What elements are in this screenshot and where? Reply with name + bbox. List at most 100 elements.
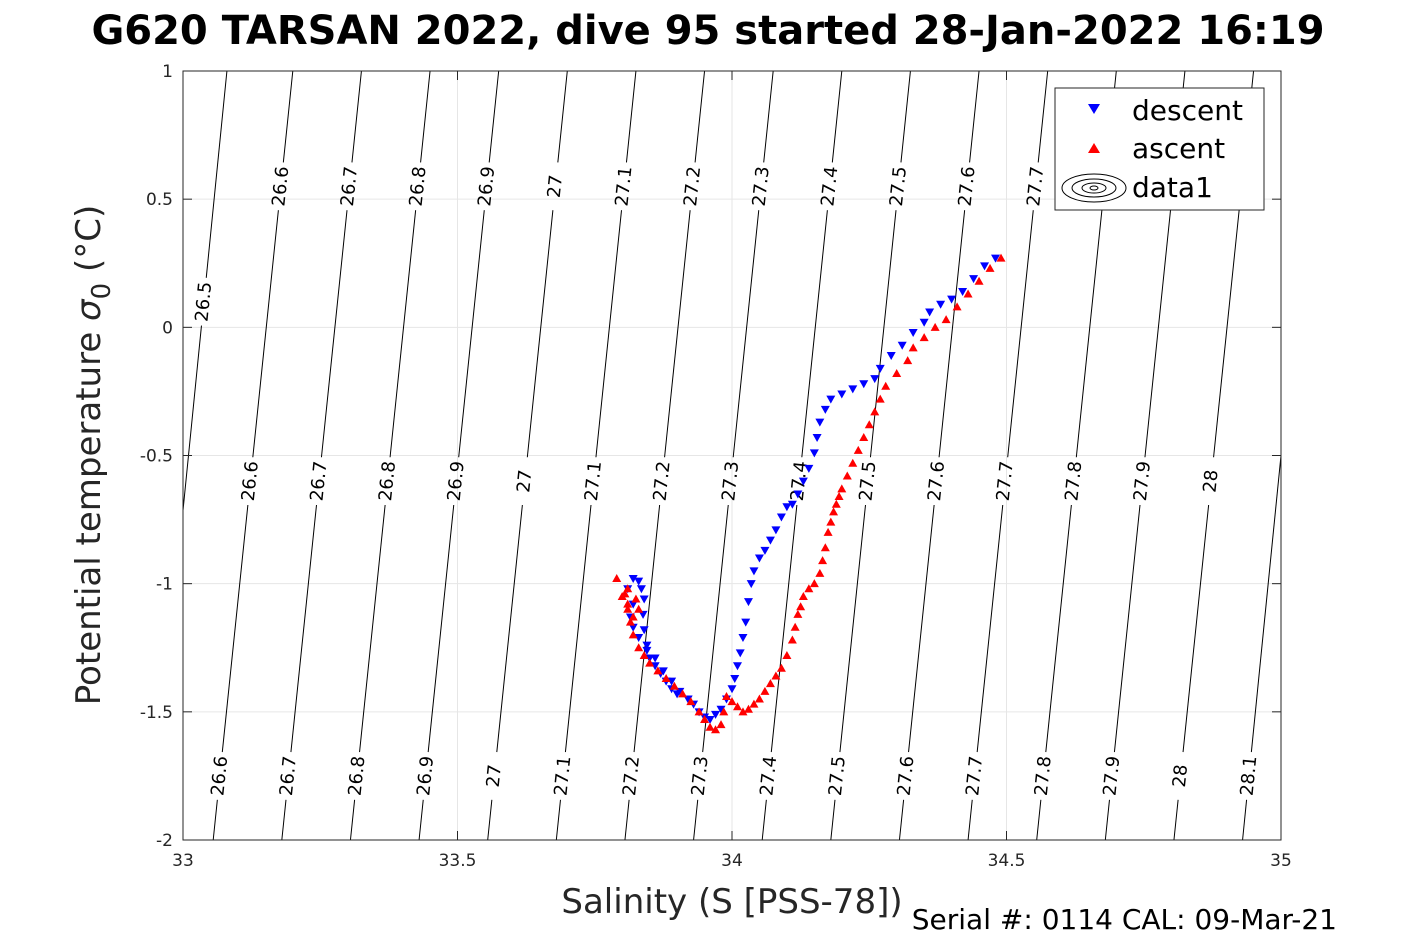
ascent-point bbox=[974, 276, 984, 285]
isopycnal-label: 26.9 bbox=[444, 460, 469, 502]
descent-point bbox=[735, 649, 745, 658]
isopycnal-label: 26.6 bbox=[238, 460, 263, 502]
descent-point bbox=[804, 464, 814, 473]
ascent-point bbox=[829, 507, 839, 516]
isopycnal-line bbox=[487, 799, 493, 841]
descent-point bbox=[628, 623, 638, 632]
ascent-point bbox=[760, 686, 770, 695]
descent-point bbox=[639, 595, 649, 604]
descent-point bbox=[634, 577, 644, 586]
isopycnal-label: 26.7 bbox=[276, 755, 301, 797]
isopycnal-label: 27.1 bbox=[550, 755, 575, 797]
x-axis-label: Salinity (S [PSS-78]) bbox=[561, 882, 902, 922]
ascent-point bbox=[963, 289, 973, 298]
ascent-point bbox=[639, 650, 649, 659]
descent-point bbox=[705, 716, 715, 725]
isopycnal-label: 26.8 bbox=[406, 165, 431, 207]
isopycnal-label: 27.8 bbox=[1031, 755, 1056, 797]
isopycnal-label: 27.5 bbox=[825, 755, 850, 797]
descent-point bbox=[741, 618, 751, 627]
ascent-point bbox=[705, 722, 715, 731]
ascent-point bbox=[765, 679, 775, 688]
ascent-point bbox=[818, 556, 828, 565]
isopycnal-line bbox=[694, 70, 706, 163]
ascent-point bbox=[996, 253, 1006, 262]
ascent-point bbox=[661, 674, 671, 683]
descent-point bbox=[886, 352, 896, 361]
isopycnal-line bbox=[488, 70, 500, 163]
ascent-point bbox=[634, 643, 644, 652]
isopycnal-line bbox=[763, 70, 774, 163]
ascent-point bbox=[796, 602, 806, 611]
isopycnal-label: 26.6 bbox=[207, 755, 232, 797]
y-tick-label: -0.5 bbox=[140, 447, 173, 467]
isopycnal-label: 26.7 bbox=[306, 460, 331, 502]
ascent-point bbox=[864, 420, 874, 429]
descent-point bbox=[628, 575, 638, 584]
isopycnal-label: 27.2 bbox=[619, 755, 644, 797]
isopycnal-line bbox=[831, 70, 843, 163]
ascent-point bbox=[612, 574, 622, 583]
ascent-point bbox=[645, 658, 655, 667]
isopycnal-label: 27.6 bbox=[955, 165, 980, 207]
isopycnal-line bbox=[420, 70, 431, 163]
ascent-point bbox=[804, 584, 814, 593]
ascent-point bbox=[628, 612, 638, 621]
ascent-point bbox=[848, 458, 858, 467]
ascent-point bbox=[941, 315, 951, 324]
ascent-point bbox=[620, 589, 630, 598]
y-axis-label-main: Potential temperature bbox=[69, 321, 109, 705]
isopycnal-line bbox=[625, 70, 637, 163]
descent-point bbox=[749, 567, 759, 576]
isopycnal-line bbox=[1036, 799, 1042, 841]
isopycnal-label: 26.5 bbox=[191, 281, 216, 323]
isopycnal-line bbox=[624, 799, 630, 841]
isopycnal-line bbox=[770, 504, 798, 753]
descent-point bbox=[919, 318, 929, 327]
descent-point bbox=[732, 662, 742, 671]
isopycnal-label: 27.7 bbox=[993, 460, 1018, 502]
isopycnal-line bbox=[526, 210, 554, 458]
ascent-point bbox=[837, 484, 847, 493]
isopycnal-line bbox=[938, 210, 966, 458]
isopycnal-line bbox=[830, 799, 836, 841]
legend-ascent-label: ascent bbox=[1132, 132, 1225, 165]
descent-point bbox=[711, 710, 721, 719]
y-axis-label-symbol: σ bbox=[69, 298, 109, 321]
descent-point bbox=[675, 687, 685, 696]
descent-point bbox=[650, 654, 660, 663]
ascent-point bbox=[686, 697, 696, 706]
isopycnal-label: 27.7 bbox=[1023, 165, 1048, 207]
ascent-point bbox=[892, 368, 902, 377]
isopycnal-label: 27.4 bbox=[817, 165, 842, 207]
ascent-point bbox=[669, 681, 679, 690]
descent-point bbox=[634, 633, 644, 642]
y-tick-label: 0.5 bbox=[146, 190, 173, 210]
descent-point bbox=[947, 295, 957, 304]
ascent-series bbox=[612, 253, 1006, 734]
ascent-point bbox=[722, 691, 732, 700]
ascent-point bbox=[793, 609, 803, 618]
isopycnal-label: 26.6 bbox=[268, 165, 293, 207]
ascent-point bbox=[823, 527, 833, 536]
isopycnal-label: 27.2 bbox=[680, 165, 705, 207]
y-tick-label: -2 bbox=[156, 831, 173, 851]
isopycnal-line bbox=[969, 70, 980, 163]
ascent-point bbox=[678, 689, 688, 698]
descent-series bbox=[623, 254, 1001, 725]
descent-point bbox=[658, 667, 668, 676]
ascent-point bbox=[798, 591, 808, 600]
isopycnal-line bbox=[664, 210, 691, 458]
isopycnal-label: 26.9 bbox=[413, 755, 438, 797]
y-tick-label: -1 bbox=[156, 575, 173, 595]
ascent-point bbox=[711, 725, 721, 734]
ascent-point bbox=[754, 694, 764, 703]
descent-point bbox=[738, 633, 748, 642]
ascent-point bbox=[820, 543, 830, 552]
descent-point bbox=[639, 626, 649, 635]
x-tick-label: 34 bbox=[721, 851, 743, 871]
isopycnal-line bbox=[732, 210, 760, 458]
isopycnal-line bbox=[702, 504, 729, 753]
isopycnal-line bbox=[205, 70, 228, 278]
isopycnal-label: 27.6 bbox=[894, 755, 919, 797]
